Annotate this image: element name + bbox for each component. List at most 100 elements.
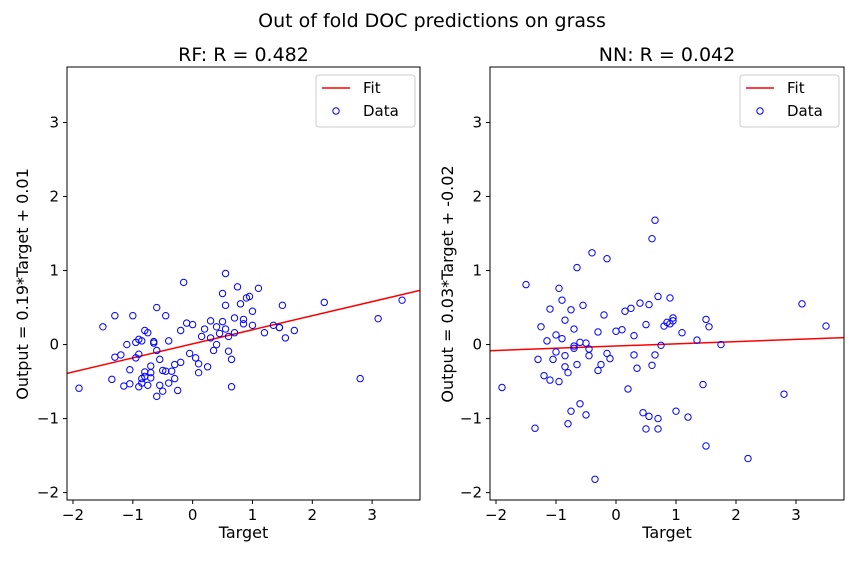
legend: Fit Data [315,74,416,128]
data-point [654,292,662,301]
data-point [260,329,269,337]
data-point [129,311,137,320]
data-point [144,381,152,389]
data-point [585,351,593,360]
data-point [233,283,242,291]
data-point [203,363,212,371]
data-point [281,334,290,342]
data-point [567,306,575,314]
data-point [651,216,659,224]
data-point [162,311,170,320]
y-tick-label: 2 [49,188,59,206]
data-point [212,323,221,331]
data-point [111,353,119,361]
data-point [123,340,131,349]
data-point [699,380,707,389]
data-point [627,304,635,312]
data-point [558,334,566,343]
data-point [702,315,710,324]
data-point [221,269,230,278]
data-point [603,255,611,263]
data-point [206,334,215,342]
data-point [567,407,575,415]
y-axis-label: Output = 0.19*Target + 0.01 [13,168,32,399]
data-point [648,361,656,369]
x-tick-label: −2 [62,506,84,524]
data-point [153,346,161,355]
data-point [153,392,161,401]
data-point [215,329,224,338]
data-point [224,347,233,355]
data-point [597,360,605,369]
y-axis-label: Output = 0.03*Target + -0.02 [438,165,457,402]
data-point [176,326,185,335]
data-point [356,374,364,383]
data-point [669,317,677,325]
data-point [120,382,128,390]
data-point [744,454,752,463]
data-point [798,300,806,308]
data-point [603,349,611,358]
data-point [248,307,257,315]
data-point [534,355,542,364]
data-point [594,366,602,375]
data-point [702,442,710,450]
legend-fit-label: Fit [363,79,381,97]
data-point [678,329,686,337]
data-point [290,326,299,335]
x-axis-label: Target [641,523,692,542]
data-point [75,384,83,392]
data-point [111,311,119,320]
data-point [588,249,596,257]
data-point [537,323,545,331]
y-tick-label: 0 [472,336,482,354]
data-point [684,413,692,421]
data-point [630,351,638,359]
data-point [561,316,569,324]
figure-title: Out of fold DOC predictions on grass [258,10,606,32]
data-point [531,424,539,432]
data-point [558,296,566,304]
data-point [245,292,254,301]
legend-data-swatch [756,107,764,115]
panel-nn: NN: R = 0.042 Target Output = 0.03*Targe… [438,44,845,542]
data-point [218,289,227,298]
data-point [621,307,629,315]
data-point [221,325,230,333]
x-tick-label: 3 [791,506,801,524]
data-point [636,299,644,307]
data-point [182,319,191,327]
data-point [398,296,406,304]
data-point [239,315,248,324]
x-axis-label: Target [218,523,269,542]
data-point [579,301,587,310]
data-point [147,362,155,370]
data-point [248,321,257,330]
data-point [218,317,227,326]
data-point [126,380,134,388]
panel-rf: RF: R = 0.482 Target Output = 0.19*Targe… [13,44,421,542]
data-point [126,366,134,374]
data-point [254,284,263,293]
data-point [227,355,236,364]
data-point [156,355,164,364]
data-point [717,340,725,349]
data-point [108,375,116,384]
data-point [582,411,590,419]
data-point [156,381,164,389]
data-point [654,414,662,423]
data-point [654,425,662,433]
data-point [200,325,209,333]
data-points [498,216,830,483]
data-point [194,368,203,377]
data-point [561,363,569,371]
data-point [540,371,548,380]
y-tick-label: 2 [472,188,482,206]
x-tick-label: −1 [545,506,567,524]
data-point [191,354,200,362]
data-point [582,339,590,347]
data-point [600,311,608,319]
data-point [221,301,230,310]
x-tick-label: 2 [731,506,741,524]
data-point [543,337,551,345]
